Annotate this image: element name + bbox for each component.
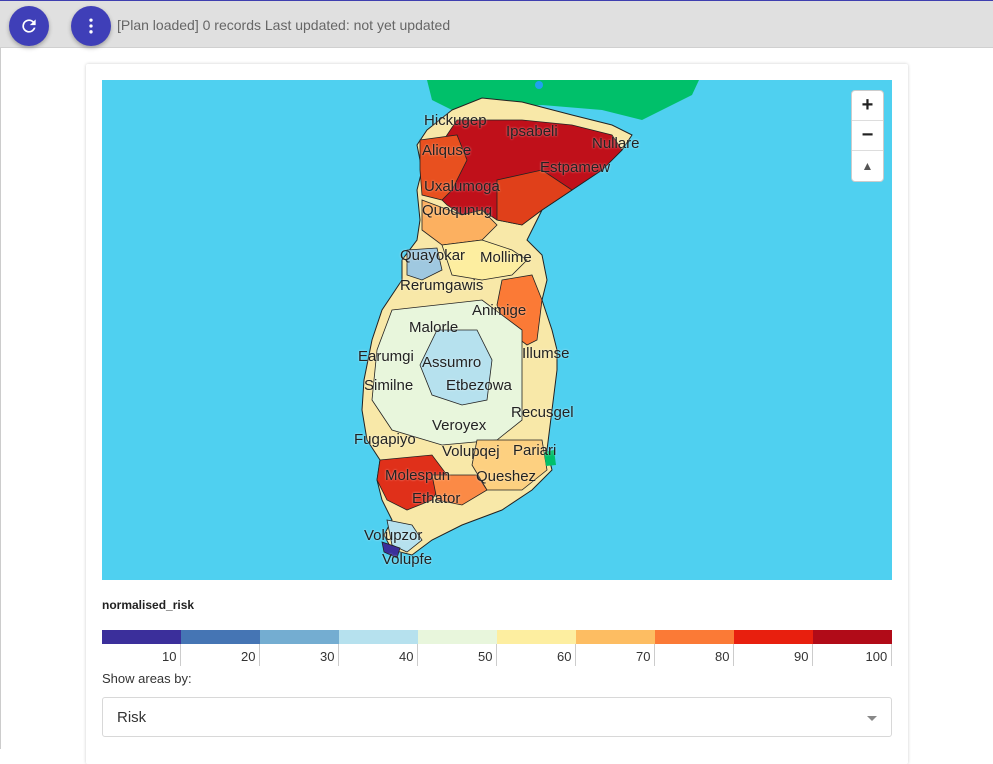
- map-label: Recusgel: [511, 404, 574, 421]
- legend-tick-line: [891, 644, 892, 666]
- status-text: [Plan loaded] 0 records Last updated: no…: [117, 17, 451, 33]
- map-label: Volupzor: [364, 527, 423, 544]
- top-toolbar: [Plan loaded] 0 records Last updated: no…: [0, 0, 993, 48]
- legend-color-bar: [102, 630, 892, 644]
- legend-swatch: [102, 630, 181, 644]
- map-label: Molespun: [385, 467, 451, 484]
- more-vertical-icon: [89, 18, 93, 34]
- legend-tick-label: 100: [865, 649, 888, 664]
- map-label: Queshez: [476, 468, 537, 485]
- legend-tick-label: 20: [241, 649, 256, 664]
- map-zoom-controls: + − ▲: [851, 90, 884, 182]
- map-region-north-orange: [496, 169, 573, 226]
- map-label: Volupqej: [442, 443, 500, 460]
- legend-swatch: [497, 630, 576, 644]
- legend-tick-label: 10: [162, 649, 177, 664]
- menu-button[interactable]: [71, 6, 111, 46]
- map-label: Veroyex: [432, 417, 487, 434]
- legend-tick-label: 90: [794, 649, 809, 664]
- map-label: Etbezowa: [446, 377, 512, 394]
- map-region-small-island: [535, 81, 543, 89]
- map-region-east-green: [544, 450, 556, 466]
- map-region-northwest-orange: [419, 134, 468, 201]
- refresh-icon: [22, 19, 36, 33]
- zoom-in-button[interactable]: +: [852, 91, 883, 121]
- legend-tick-line: [812, 644, 813, 666]
- legend-tick-line: [575, 644, 576, 666]
- map-region-southeast-yellow: [471, 439, 548, 491]
- map-label: Rerumgawis: [400, 277, 484, 294]
- map-label: Fugapiyo: [354, 431, 416, 448]
- zoom-out-button[interactable]: −: [852, 121, 883, 151]
- map-label: Similne: [364, 377, 414, 394]
- map-label: Hickugep: [424, 112, 487, 129]
- map-label: Mollime: [480, 249, 532, 266]
- legend-swatch: [339, 630, 418, 644]
- chevron-down-icon: [867, 716, 877, 721]
- map-label: Volupfe: [382, 551, 433, 568]
- map-region-south-tip-blue: [386, 519, 423, 553]
- legend-swatch: [181, 630, 260, 644]
- map-label: Aliquse: [422, 142, 472, 159]
- legend-swatch: [418, 630, 497, 644]
- compass-reset-button[interactable]: ▲: [861, 159, 874, 173]
- map-region-northwest-blue: [406, 247, 443, 281]
- map-label: Pariari: [513, 442, 557, 459]
- legend-swatch: [655, 630, 734, 644]
- map-label: Assumro: [422, 354, 482, 371]
- map-region-center-blue: [419, 329, 493, 406]
- map-region-south-tip-purple: [381, 541, 401, 559]
- legend-tick-label: 50: [478, 649, 493, 664]
- legend-tick-label: 40: [399, 649, 414, 664]
- show-areas-value: Risk: [117, 709, 147, 726]
- choropleth-map[interactable]: Hickugep Ipsabeli Nullare Aliquse Estpam…: [102, 80, 892, 580]
- map-label: Earumgi: [358, 348, 414, 365]
- map-region-north-land: [427, 80, 699, 120]
- legend-swatch: [813, 630, 892, 644]
- legend-tick-label: 30: [320, 649, 335, 664]
- map-region-north-yellow: [441, 239, 528, 281]
- map-regions: [361, 80, 699, 559]
- map-label: Malorle: [409, 319, 459, 336]
- legend-tick-line: [259, 644, 260, 666]
- legend-title: normalised_risk: [102, 598, 195, 612]
- legend-tick-line: [180, 644, 181, 666]
- map-label: Animige: [472, 302, 527, 319]
- map-label: Ethator: [412, 490, 461, 507]
- map-label: Quoqunug: [422, 202, 493, 219]
- map-label: Illumse: [522, 345, 570, 362]
- legend-swatch: [576, 630, 655, 644]
- map-region-south-red: [376, 454, 448, 511]
- page-edge: [0, 48, 1, 749]
- map-label: Nullare: [592, 135, 640, 152]
- legend-tick-line: [654, 644, 655, 666]
- legend-tick-line: [496, 644, 497, 666]
- legend-tick-line: [733, 644, 734, 666]
- map-label: Uxalumoga: [424, 178, 500, 195]
- legend-tick-label: 80: [715, 649, 730, 664]
- map-region-north-peach: [421, 199, 498, 246]
- show-areas-label: Show areas by:: [102, 671, 192, 686]
- legend-tick-label: 60: [557, 649, 572, 664]
- map-label: Quayokar: [400, 247, 466, 264]
- legend-swatch: [734, 630, 813, 644]
- map-label: Estpamew: [540, 159, 611, 176]
- map-label: Ipsabeli: [506, 123, 558, 140]
- legend-ticks: 10 20 30 40 50 60 70 80 90 100: [102, 644, 892, 666]
- legend-tick-label: 70: [636, 649, 651, 664]
- refresh-button[interactable]: [9, 6, 49, 46]
- map-region-south-orange: [431, 474, 488, 506]
- legend-swatch: [260, 630, 339, 644]
- legend-tick-line: [417, 644, 418, 666]
- legend-tick-line: [338, 644, 339, 666]
- show-areas-select[interactable]: Risk: [102, 697, 892, 737]
